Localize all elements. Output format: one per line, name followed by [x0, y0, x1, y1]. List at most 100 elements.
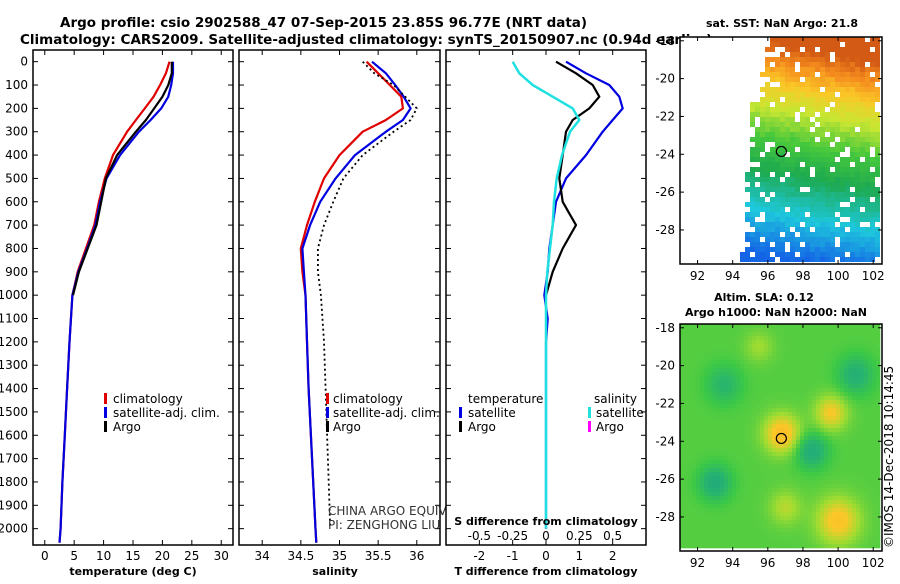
altimetry-cell [792, 528, 797, 533]
altimetry-cell [692, 532, 697, 537]
sst-cell [755, 202, 760, 207]
altimetry-cell [800, 368, 805, 373]
sst-cell [755, 167, 760, 172]
altimetry-cell [868, 388, 873, 393]
sst-cell [790, 92, 795, 97]
altimetry-cell [748, 356, 753, 361]
altimetry-cell [764, 392, 769, 397]
altimetry-cell [860, 480, 865, 485]
altimetry-cell [688, 540, 693, 545]
sst-cell [855, 192, 860, 197]
altimetry-cell [864, 448, 869, 453]
altimetry-cell [712, 400, 717, 405]
altimetry-cell [820, 476, 825, 481]
sst-cell [785, 87, 790, 92]
altimetry-cell [744, 420, 749, 425]
sst-cell [750, 157, 755, 162]
altimetry-cell [840, 540, 845, 545]
altimetry-cell [776, 328, 781, 333]
altimetry-cell [792, 512, 797, 517]
sst-cell [795, 127, 800, 132]
sst-cell [755, 102, 760, 107]
altimetry-cell [748, 456, 753, 461]
altimetry-cell [808, 540, 813, 545]
sst-cell [855, 72, 860, 77]
altimetry-cell [744, 384, 749, 389]
sst-cell [750, 257, 755, 262]
sst-cell [800, 172, 805, 177]
altimetry-cell [800, 496, 805, 501]
altimetry-cell [808, 356, 813, 361]
altimetry-cell [732, 520, 737, 525]
altimetry-cell [736, 528, 741, 533]
sst-cell [820, 152, 825, 157]
sst-cell [855, 77, 860, 82]
altimetry-cell [848, 444, 853, 449]
sst-cell [820, 247, 825, 252]
altimetry-cell [872, 444, 877, 449]
altimetry-cell [816, 480, 821, 485]
altimetry-cell [824, 488, 829, 493]
altimetry-cell [836, 528, 841, 533]
sst-cell [755, 142, 760, 147]
altimetry-cell [852, 468, 857, 473]
altimetry-cell [816, 420, 821, 425]
altimetry-cell [688, 420, 693, 425]
altimetry-cell [808, 396, 813, 401]
sst-cell [860, 247, 865, 252]
sst-cell [855, 182, 860, 187]
altimetry-cell [684, 356, 689, 361]
altimetry-cell [696, 492, 701, 497]
sst-cell [780, 72, 785, 77]
altimetry-cell [844, 332, 849, 337]
sst-cell [755, 212, 760, 217]
sst-cell [810, 112, 815, 117]
altimetry-cell [864, 372, 869, 377]
sst-cell [830, 127, 835, 132]
altimetry-cell [788, 452, 793, 457]
altimetry-cell [756, 340, 761, 345]
altimetry-cell [748, 496, 753, 501]
altimetry-cell [700, 476, 705, 481]
sst-cell [775, 147, 780, 152]
altimetry-cell [832, 424, 837, 429]
altimetry-cell [736, 332, 741, 337]
altimetry-cell [752, 488, 757, 493]
altimetry-cell [852, 404, 857, 409]
altimetry-cell [752, 364, 757, 369]
altimetry-cell [744, 376, 749, 381]
altimetry-cell [760, 496, 765, 501]
sst-cell [870, 52, 875, 57]
altimetry-cell [744, 440, 749, 445]
altimetry-cell [792, 392, 797, 397]
map-y-tick-label: -18 [655, 321, 675, 335]
altimetry-cell [812, 384, 817, 389]
altimetry-cell [680, 420, 685, 425]
altimetry-cell [788, 456, 793, 461]
altimetry-cell [740, 348, 745, 353]
sst-cell [865, 107, 870, 112]
altimetry-cell [688, 400, 693, 405]
altimetry-cell [848, 436, 853, 441]
altimetry-cell [700, 408, 705, 413]
sst-cell [875, 247, 880, 252]
sst-cell [850, 212, 855, 217]
sst-cell [875, 137, 880, 142]
altimetry-cell [768, 416, 773, 421]
sst-cell [835, 227, 840, 232]
altimetry-cell [732, 332, 737, 337]
sst-cell [840, 77, 845, 82]
altimetry-cell [752, 528, 757, 533]
altimetry-cell [732, 408, 737, 413]
altimetry-cell [744, 396, 749, 401]
altimetry-cell [876, 492, 881, 497]
altimetry-map-panel: Altim. SLA: 0.12 Argo h1000: NaN h2000: … [655, 291, 884, 570]
altimetry-cell [744, 352, 749, 357]
altimetry-cell [840, 536, 845, 541]
altimetry-cell [788, 528, 793, 533]
altimetry-cell [824, 356, 829, 361]
sst-cell [800, 257, 805, 262]
altimetry-cell [744, 428, 749, 433]
altimetry-cell [732, 336, 737, 341]
altimetry-cell [716, 480, 721, 485]
